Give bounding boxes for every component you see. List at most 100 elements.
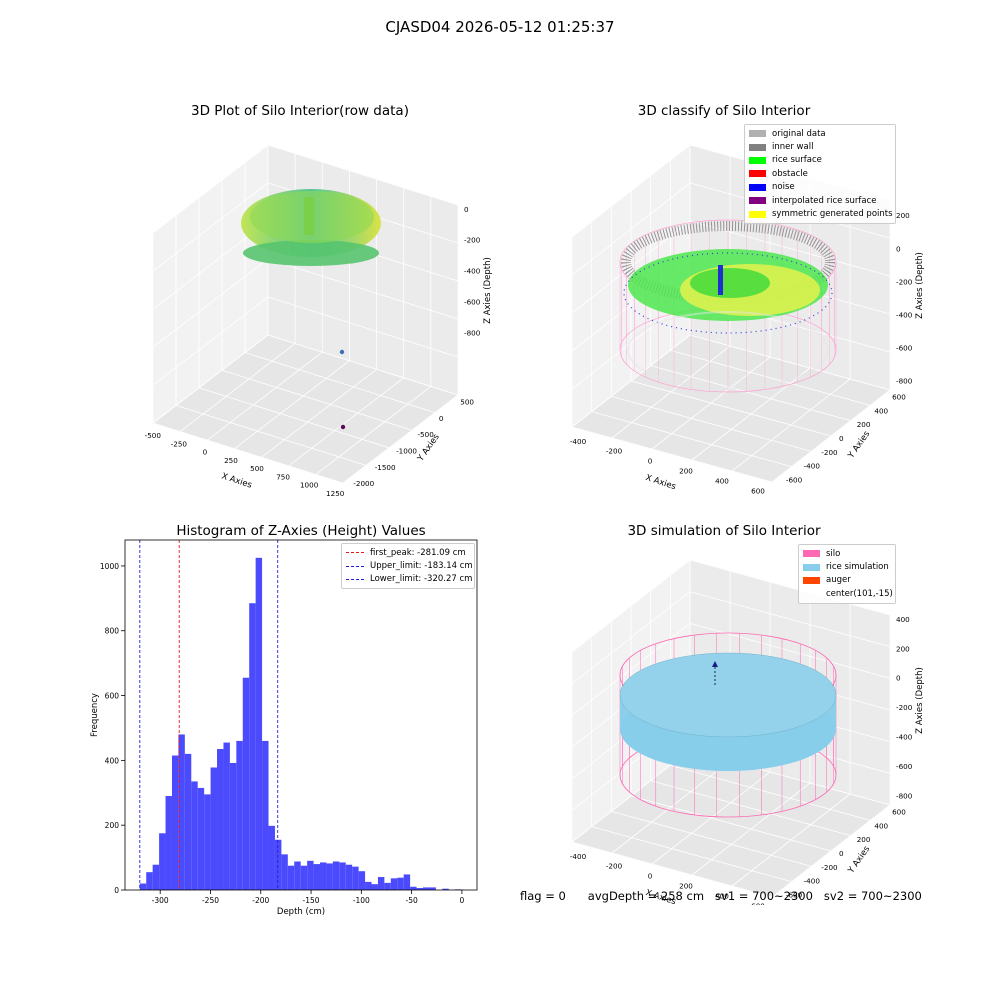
histogram-bar <box>139 883 147 890</box>
classify-grid-floor-y <box>630 380 832 437</box>
raw-grid-left-z <box>152 296 269 386</box>
simulation-legend-swatch <box>803 550 820 558</box>
histogram-bar <box>410 886 417 890</box>
histogram-bar <box>242 677 250 890</box>
classify-z-tick-label: -600 <box>896 343 913 352</box>
simulation-z-tick-label: -200 <box>896 703 913 712</box>
raw-grid-left-z <box>152 334 269 424</box>
classify-legend-label: symmetric generated points <box>772 209 893 220</box>
classify-noise-ring <box>623 252 833 334</box>
raw-z-tick-label: -400 <box>464 267 481 276</box>
raw-x-axis-label: X Axies <box>220 471 253 490</box>
simulation-legend-entry: auger <box>803 574 891 587</box>
simulation-legend: silo rice simulation auger center(101,-15) <box>798 544 896 604</box>
histogram-bar <box>300 865 308 890</box>
raw-3d-plot: -500-2500250500750100012505000-500-1000-… <box>145 144 493 498</box>
classify-legend-entry: symmetric generated points <box>749 207 893 220</box>
simulation-y-tick-label: 200 <box>857 835 871 844</box>
classify-x-tick-label: 600 <box>751 486 765 495</box>
sv1-value: sv1 = 700~2300 <box>715 889 813 903</box>
raw-grid-floor-x <box>261 368 377 458</box>
classify-legend-label: noise <box>772 182 795 193</box>
histogram-chart: -300 -250 -200 -150 -100 -50 0 0 200 400 600 800 100… <box>90 539 478 917</box>
classify-grid-floor-y <box>611 395 812 452</box>
simulation-legend-entry: silo <box>803 547 891 560</box>
classify-x-tick-label: -400 <box>570 437 587 446</box>
classify-y-tick-label: 600 <box>892 393 906 402</box>
classify-grid-floor-y <box>571 426 773 483</box>
histogram-bar <box>249 603 256 890</box>
simulation-x-tick-label: 400 <box>715 891 729 900</box>
classify-legend: original data inner wall rice surface obsta… <box>744 124 896 224</box>
raw-grid-back-z <box>267 144 459 206</box>
raw-grid-back-z <box>267 296 459 358</box>
simulation-grid-back-z <box>689 591 891 648</box>
histogram-bar <box>365 881 372 890</box>
raw-x-tick-label: 250 <box>224 456 238 465</box>
simulation-plot-title: 3D simulation of Silo Interior <box>627 523 821 539</box>
simulation-legend-label: rice simulation <box>826 562 889 573</box>
classify-legend-label: rice surface <box>772 155 822 166</box>
avg-depth-value: avgDepth = 258 cm <box>587 889 705 903</box>
classify-legend-swatch <box>749 143 766 151</box>
histogram-bar <box>262 740 269 890</box>
histogram-bar <box>165 796 172 890</box>
classify-legend-entry: interpolated rice surface <box>749 194 891 207</box>
raw-x-tick-label: 750 <box>276 472 290 481</box>
classify-legend-label: inner wall <box>772 142 814 153</box>
simulation-z-tick-label: -400 <box>896 733 913 742</box>
simulation-legend-label: auger <box>826 575 851 586</box>
raw-grid-back-z <box>267 334 459 396</box>
histogram-legend-entry: Lower_limit: -320.27 cm <box>346 573 472 586</box>
simulation-y-tick-label: 600 <box>892 808 906 817</box>
histogram-bar <box>307 860 314 890</box>
raw-outlier-point <box>340 424 346 430</box>
histogram-bar <box>416 888 423 890</box>
classify-legend-label: obstacle <box>772 168 808 179</box>
simulation-grid-floor-y <box>630 795 832 852</box>
raw-x-tick-label: 0 <box>203 448 208 457</box>
classify-grid-back-z <box>689 220 891 277</box>
histogram-y-axis-label: Frequency <box>90 693 100 737</box>
classify-z-tick-label: 200 <box>896 211 910 220</box>
simulation-z-tick-label: 200 <box>896 644 910 653</box>
histogram-y-tick-label: 400 <box>105 756 120 765</box>
classify-legend-entry: noise <box>749 181 891 194</box>
raw-z-tick-label: -800 <box>464 328 481 337</box>
status-footer: flag = 0 avgDepth = 258 cm sv1 = 700~230… <box>520 889 922 903</box>
figure-suptitle: CJASD04 2026-05-12 01:25:37 <box>385 18 615 36</box>
raw-grid-floor-x <box>179 343 296 432</box>
classify-z-tick-label: -200 <box>896 277 913 286</box>
classify-y-tick-label: 200 <box>857 420 871 429</box>
simulation-z-tick-label: -800 <box>896 792 913 801</box>
raw-grid-back-z <box>267 258 459 320</box>
raw-y-tick-label: -2000 <box>353 479 374 488</box>
simulation-grid-back-z <box>689 559 891 616</box>
simulation-grid-left-z <box>571 591 691 684</box>
histogram-title: Histogram of Z-Axies (Height) Values <box>176 523 426 539</box>
classify-z-tick-label: -800 <box>896 377 913 386</box>
histogram-y-tick-label: 200 <box>105 821 120 830</box>
classify-rice-surface-center <box>690 268 770 298</box>
simulation-grid-floor-y <box>571 841 773 898</box>
simulation-z-tick-label: 400 <box>896 615 910 624</box>
raw-grid-left-z <box>152 144 269 234</box>
histogram-x-tick-label: -200 <box>252 896 269 905</box>
simulation-z-tick-label: -600 <box>896 762 913 771</box>
histogram-bar <box>320 862 327 890</box>
simulation-legend-label: center(101,-15) <box>826 588 893 599</box>
histogram-legend-line <box>346 565 364 567</box>
histogram-x-tick-label: -50 <box>406 896 418 905</box>
raw-x-tick-label: -500 <box>145 431 162 440</box>
simulation-3d-plot: -400-20002004006006004002000-200-400-600… <box>570 559 925 905</box>
simulation-y-tick-label: 400 <box>874 821 888 830</box>
histogram-bar <box>223 742 230 890</box>
histogram-bar <box>339 862 346 890</box>
classify-y-tick-label: -600 <box>786 475 803 484</box>
raw-z-axis-label: Z Axies (Depth) <box>483 257 493 324</box>
histogram-bar <box>332 861 340 890</box>
histogram-bar <box>210 767 218 890</box>
histogram-legend-label: first_peak: -281.09 cm <box>370 547 466 558</box>
raw-grid-floor-x <box>315 386 432 475</box>
histogram-legend-entry: first_peak: -281.09 cm <box>346 546 470 559</box>
